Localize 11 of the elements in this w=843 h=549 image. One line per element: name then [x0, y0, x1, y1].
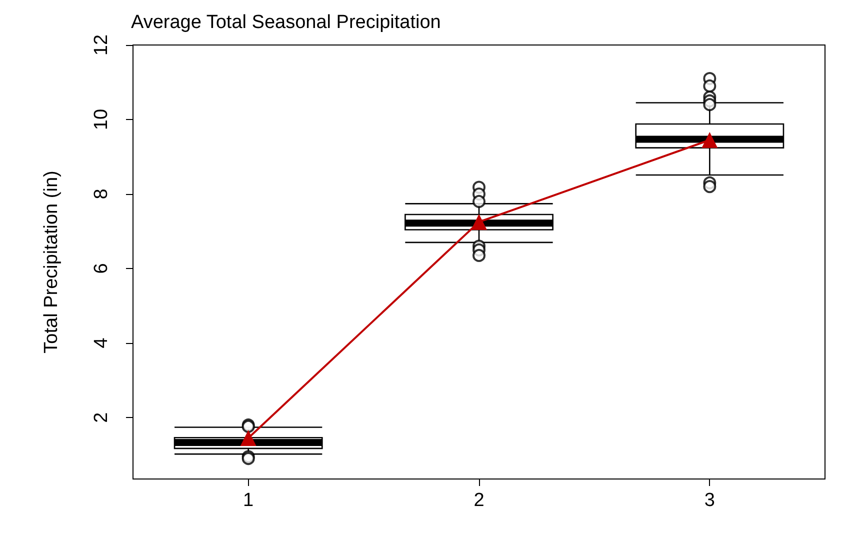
y-axis-title: Total Precipitation (in) — [41, 170, 62, 354]
y-tick-label: 10 — [91, 108, 112, 130]
y-tick-label: 8 — [91, 188, 112, 200]
y-tick-label: 2 — [91, 412, 112, 423]
x-tick-label: 1 — [243, 490, 254, 511]
y-tick-label: 4 — [91, 337, 112, 348]
y-tick-label: 12 — [91, 34, 112, 56]
x-tick-label: 2 — [474, 490, 484, 511]
chart-title: Average Total Seasonal Precipitation — [131, 12, 441, 33]
y-tick-label: 6 — [91, 263, 112, 274]
x-tick-label: 3 — [704, 490, 715, 511]
